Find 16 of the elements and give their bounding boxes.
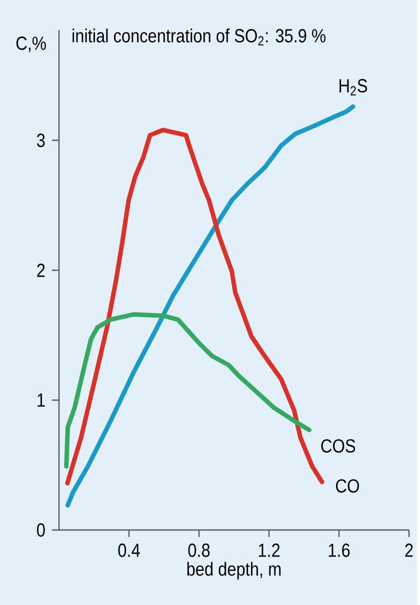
y-tick-label: 0 bbox=[37, 523, 45, 537]
chart-title: initial concentration of SO$_{2}$: 35.9 % bbox=[72, 28, 326, 46]
x-tick-label: 1.6 bbox=[328, 544, 350, 557]
y-axis-title: C,% bbox=[16, 36, 46, 52]
series-label: H$_{2}$S bbox=[340, 79, 368, 96]
line-series bbox=[64, 312, 312, 469]
x-tick-label: 2 bbox=[405, 544, 413, 557]
series-label: COS bbox=[321, 439, 356, 453]
series-label: CO bbox=[336, 479, 360, 493]
x-tick-label: 0.4 bbox=[118, 544, 140, 557]
y-tick-label: 1 bbox=[38, 394, 45, 407]
y-tick-label: 2 bbox=[37, 264, 45, 277]
x-tick-label: 1.2 bbox=[258, 544, 280, 557]
x-axis-title: bed depth, m bbox=[187, 562, 281, 580]
y-tick-label: 3 bbox=[37, 134, 45, 148]
x-tick-label: 0.8 bbox=[188, 544, 210, 557]
